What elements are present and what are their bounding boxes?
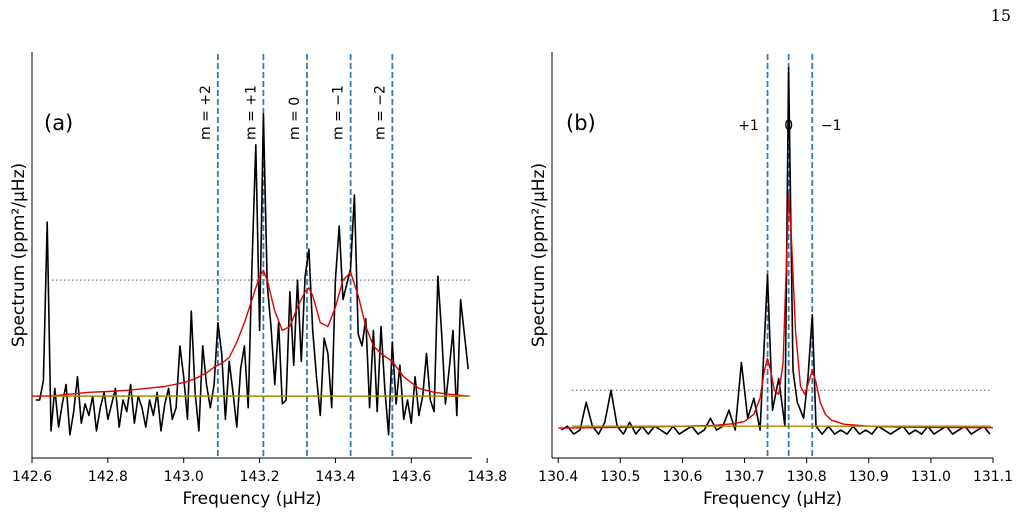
panel-a-x-tick-label: 143.6 [391,469,431,485]
panel-a-label: (a) [44,111,73,135]
page-number: 15 [991,6,1011,25]
panel-b-x-tick-label: 130.5 [600,469,640,485]
panel-a-x-tick-label: 142.8 [88,469,128,485]
panel-b-mode-label: −1 [821,118,842,134]
panel-b-x-tick-label: 130.6 [662,469,702,485]
panel-b-x-tick-label: 130.9 [849,469,889,485]
panel-a-x-tick-label: 143.0 [164,469,204,485]
panel-b-label: (b) [566,111,596,135]
panel-b-x-tick-label: 131.0 [911,469,951,485]
panel-a-mode-label: m = −1 [331,85,347,140]
panel-b-x-tick-label: 130.4 [538,469,578,485]
panel-b-fit-line [558,194,994,429]
panel-a-fit-line [32,269,469,397]
panel-b-spectrum-line [560,67,991,435]
panel-a-x-tick-label: 143.2 [240,469,280,485]
panel-a: 142.6 142.8 143.0 143.2 143.4 143.6 143.8 Frequ… [9,52,507,509]
panel-a-x-axis-label: Frequency (μHz) [182,489,321,509]
panel-b-x-axis-label: Frequency (μHz) [703,489,842,509]
panel-a-x-tick-label: 143.8 [467,469,507,485]
panel-b-x-tick-label: 131.1 [973,469,1013,485]
panel-a-mode-label: m = −2 [372,85,388,140]
panel-a-y-axis-label: Spectrum (ppm²/μHz) [9,163,29,347]
panel-a-x-tick-label: 143.4 [315,469,355,485]
panel-b-y-axis-label: Spectrum (ppm²/μHz) [529,163,549,347]
panel-b: 130.4 130.5 130.6 130.7 130.8 130.9 131.0 131.1… [529,52,1013,509]
panel-a-mode-label: m = +2 [198,85,214,140]
panel-a-spectrum-line [35,113,469,436]
panel-a-x-tick-label: 142.6 [12,469,52,485]
panel-a-mode-label: m = 0 [287,97,303,140]
panel-b-x-tick-label: 130.7 [725,469,765,485]
panel-b-x-tick-label: 130.8 [787,469,827,485]
panel-b-mode-label: +1 [738,118,759,134]
panel-a-mode-label: m = +1 [243,85,259,140]
